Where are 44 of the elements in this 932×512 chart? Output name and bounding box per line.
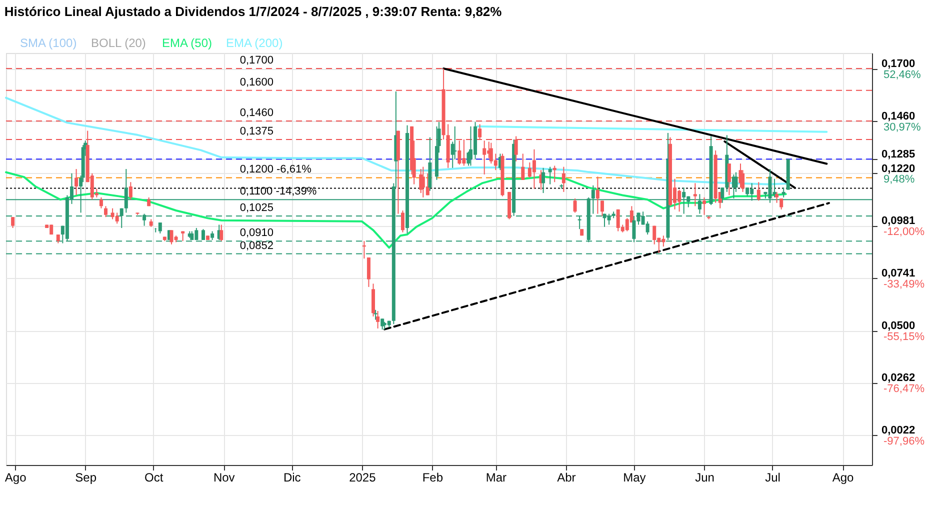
ref-line-label: 0,1200 -6,61%: [240, 164, 312, 176]
chart-title: Histórico Lineal Ajustado a Dividendos 1/7/2024 - 8/7/2025 , 9:39:07 Renta: 9,82%: [4, 4, 502, 19]
x-tick-label: Jul: [765, 470, 780, 484]
x-tick-label: Sep: [75, 470, 97, 484]
x-tick-label: Nov: [213, 470, 235, 484]
y2-tick-label: 9,48%: [884, 174, 915, 186]
y2-tick-label: -76,47%: [884, 382, 925, 395]
y2-tick-label: -97,96%: [884, 435, 925, 448]
y-tick-label: 0,1460: [882, 110, 916, 122]
x-tick-label: Oct: [144, 470, 164, 484]
y2-tick-label: -12,00%: [884, 226, 925, 238]
y-tick-label: 0,0741: [882, 268, 916, 280]
x-tick-label: Dic: [283, 470, 301, 484]
text: EMA (200): [226, 36, 283, 50]
y2-tick-label: -33,49%: [884, 278, 925, 290]
ref-line-label: 0,1025: [240, 202, 274, 214]
y-tick-label: 0,0981: [882, 215, 916, 228]
text: EMA (50): [162, 36, 212, 50]
ref-line-label: 0,1700: [240, 54, 274, 67]
y2-tick-label: 30,97%: [884, 121, 922, 134]
x-tick-label: Abr: [557, 470, 576, 484]
x-tick-label: Jun: [695, 470, 714, 484]
y-tick-label: 0,0022: [882, 424, 916, 437]
x-tick-label: Feb: [422, 470, 444, 484]
x-tick-label: Ago: [4, 470, 27, 484]
x-tick-label: Mar: [486, 470, 507, 484]
y2-tick-label: -55,15%: [884, 331, 925, 344]
x-tick-label: May: [623, 470, 646, 484]
ref-line-label: 0,1600: [240, 76, 274, 88]
x-tick-label: 2025: [349, 470, 376, 484]
ref-line-label: 0,0852: [240, 240, 274, 252]
y-tick-label: 0,1700: [882, 58, 916, 70]
y-tick-label: 0,1220: [882, 162, 916, 175]
y-tick-label: 0,1285: [882, 148, 916, 161]
y-tick-label: 0,0262: [882, 372, 916, 384]
text: BOLL (20): [91, 36, 146, 50]
text: SMA (100): [20, 36, 77, 50]
y-tick-label: 0,0500: [882, 320, 916, 332]
y2-tick-label: 52,46%: [884, 69, 922, 82]
ref-line-label: 0,0910: [240, 227, 274, 240]
ref-line-label: 0,1100 -14,39%: [240, 186, 317, 198]
x-tick-label: Ago: [832, 470, 854, 484]
ref-line-label: 0,1375: [240, 126, 274, 138]
ref-line-label: 0,1460: [240, 106, 274, 119]
